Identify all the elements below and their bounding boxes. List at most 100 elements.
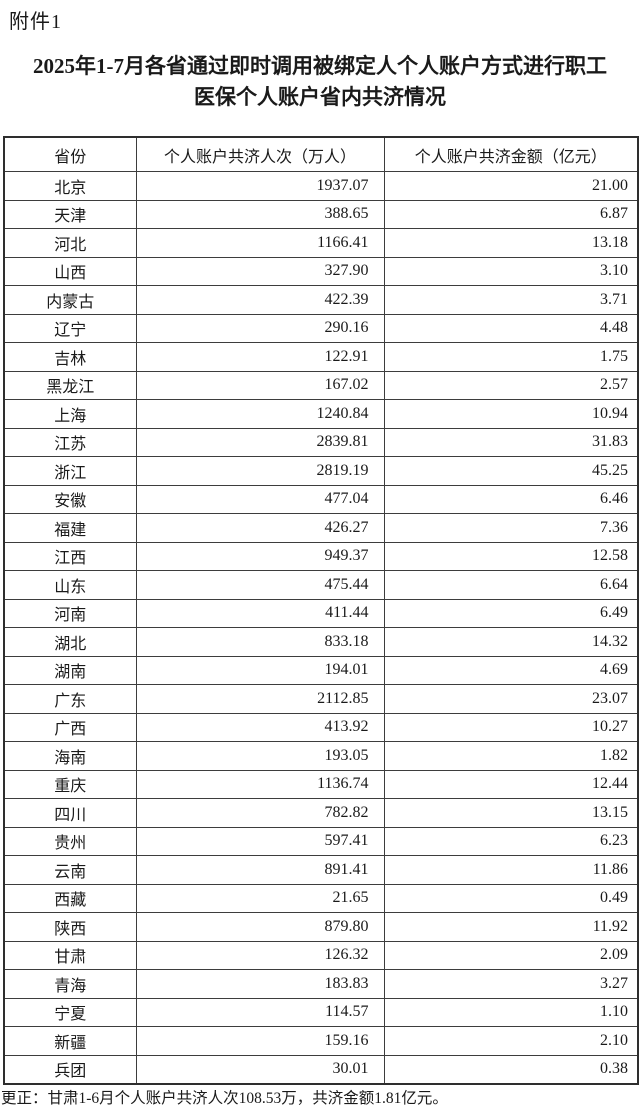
table-row: 海南 193.05 1.82 xyxy=(3,741,639,771)
cell-visits: 891.41 xyxy=(135,855,385,885)
cell-visits: 1136.74 xyxy=(135,769,385,799)
cell-province: 广东 xyxy=(3,684,137,714)
cell-visits: 2819.19 xyxy=(135,456,385,486)
cell-visits: 833.18 xyxy=(135,627,385,657)
table-row: 天津 388.65 6.87 xyxy=(3,199,639,229)
cell-visits: 879.80 xyxy=(135,912,385,942)
cell-visits: 1937.07 xyxy=(135,171,385,201)
cell-visits: 30.01 xyxy=(135,1054,385,1085)
cell-visits: 167.02 xyxy=(135,370,385,400)
cell-visits: 193.05 xyxy=(135,741,385,771)
cell-province: 内蒙古 xyxy=(3,285,137,315)
cell-visits: 183.83 xyxy=(135,969,385,999)
cell-province: 西藏 xyxy=(3,883,137,913)
table-row: 江苏 2839.81 31.83 xyxy=(3,427,639,457)
attachment-label: 附件1 xyxy=(9,11,62,33)
cell-visits: 388.65 xyxy=(135,199,385,229)
cell-visits: 782.82 xyxy=(135,798,385,828)
cell-amount: 10.94 xyxy=(383,399,639,429)
table-row: 安徽 477.04 6.46 xyxy=(3,484,639,514)
cell-amount: 2.09 xyxy=(383,940,639,970)
cell-province: 山东 xyxy=(3,570,137,600)
cell-visits: 2839.81 xyxy=(135,427,385,457)
cell-province: 甘肃 xyxy=(3,940,137,970)
cell-province: 河北 xyxy=(3,228,137,258)
cell-visits: 1166.41 xyxy=(135,228,385,258)
table-row: 兵团 30.01 0.38 xyxy=(3,1054,639,1085)
cell-amount: 2.10 xyxy=(383,1026,639,1056)
cell-visits: 597.41 xyxy=(135,826,385,856)
cell-amount: 6.87 xyxy=(383,199,639,229)
table-row: 湖南 194.01 4.69 xyxy=(3,655,639,685)
column-header-amount: 个人账户共济金额（亿元） xyxy=(383,136,639,172)
cell-visits: 126.32 xyxy=(135,940,385,970)
cell-province: 河南 xyxy=(3,598,137,628)
table-row: 贵州 597.41 6.23 xyxy=(3,826,639,856)
table-row: 山西 327.90 3.10 xyxy=(3,256,639,286)
cell-amount: 13.18 xyxy=(383,228,639,258)
cell-province: 天津 xyxy=(3,199,137,229)
cell-amount: 7.36 xyxy=(383,513,639,543)
table-row: 山东 475.44 6.64 xyxy=(3,570,639,600)
table-row: 江西 949.37 12.58 xyxy=(3,541,639,571)
cell-amount: 6.23 xyxy=(383,826,639,856)
cell-province: 江苏 xyxy=(3,427,137,457)
cell-province: 安徽 xyxy=(3,484,137,514)
cell-province: 辽宁 xyxy=(3,313,137,343)
cell-province: 山西 xyxy=(3,256,137,286)
cell-province: 福建 xyxy=(3,513,137,543)
cell-visits: 2112.85 xyxy=(135,684,385,714)
cell-amount: 1.10 xyxy=(383,997,639,1027)
cell-province: 湖南 xyxy=(3,655,137,685)
title-line-2: 医保个人账户省内共济情况 xyxy=(194,85,446,109)
cell-amount: 23.07 xyxy=(383,684,639,714)
cell-amount: 12.58 xyxy=(383,541,639,571)
cell-amount: 1.82 xyxy=(383,741,639,771)
table-row: 河北 1166.41 13.18 xyxy=(3,228,639,258)
correction-note: 更正：甘肃1-6月个人账户共济人次108.53万，共济金额1.81亿元。 xyxy=(1,1090,448,1107)
table-row: 甘肃 126.32 2.09 xyxy=(3,940,639,970)
cell-amount: 11.86 xyxy=(383,855,639,885)
cell-visits: 290.16 xyxy=(135,313,385,343)
table-row: 云南 891.41 11.86 xyxy=(3,855,639,885)
cell-amount: 11.92 xyxy=(383,912,639,942)
cell-visits: 422.39 xyxy=(135,285,385,315)
table-header-row: 省份 个人账户共济人次（万人） 个人账户共济金额（亿元） xyxy=(3,136,639,172)
table-header: 省份 个人账户共济人次（万人） 个人账户共济金额（亿元） xyxy=(3,136,639,172)
cell-province: 新疆 xyxy=(3,1026,137,1056)
table-row: 宁夏 114.57 1.10 xyxy=(3,997,639,1027)
cell-province: 宁夏 xyxy=(3,997,137,1027)
table-row: 上海 1240.84 10.94 xyxy=(3,399,639,429)
cell-province: 陕西 xyxy=(3,912,137,942)
cell-amount: 6.64 xyxy=(383,570,639,600)
cell-amount: 31.83 xyxy=(383,427,639,457)
table-row: 福建 426.27 7.36 xyxy=(3,513,639,543)
cell-amount: 3.27 xyxy=(383,969,639,999)
cell-province: 浙江 xyxy=(3,456,137,486)
cell-visits: 413.92 xyxy=(135,712,385,742)
table-row: 北京 1937.07 21.00 xyxy=(3,171,639,201)
cell-province: 重庆 xyxy=(3,769,137,799)
table-row: 西藏 21.65 0.49 xyxy=(3,883,639,913)
cell-province: 北京 xyxy=(3,171,137,201)
table-row: 河南 411.44 6.49 xyxy=(3,598,639,628)
title-line-1: 2025年1-7月各省通过即时调用被绑定人个人账户方式进行职工 xyxy=(33,54,607,78)
cell-visits: 949.37 xyxy=(135,541,385,571)
table-row: 陕西 879.80 11.92 xyxy=(3,912,639,942)
cell-amount: 4.48 xyxy=(383,313,639,343)
cell-visits: 122.91 xyxy=(135,342,385,372)
cell-amount: 3.10 xyxy=(383,256,639,286)
document-title: 2025年1-7月各省通过即时调用被绑定人个人账户方式进行职工 医保个人账户省内共… xyxy=(0,51,640,113)
cell-amount: 6.49 xyxy=(383,598,639,628)
table-row: 内蒙古 422.39 3.71 xyxy=(3,285,639,315)
column-header-visits: 个人账户共济人次（万人） xyxy=(135,136,385,172)
cell-amount: 0.49 xyxy=(383,883,639,913)
cell-visits: 426.27 xyxy=(135,513,385,543)
cell-visits: 114.57 xyxy=(135,997,385,1027)
cell-visits: 1240.84 xyxy=(135,399,385,429)
table-row: 黑龙江 167.02 2.57 xyxy=(3,370,639,400)
cell-amount: 14.32 xyxy=(383,627,639,657)
table-row: 新疆 159.16 2.10 xyxy=(3,1026,639,1056)
cell-province: 四川 xyxy=(3,798,137,828)
cell-visits: 327.90 xyxy=(135,256,385,286)
